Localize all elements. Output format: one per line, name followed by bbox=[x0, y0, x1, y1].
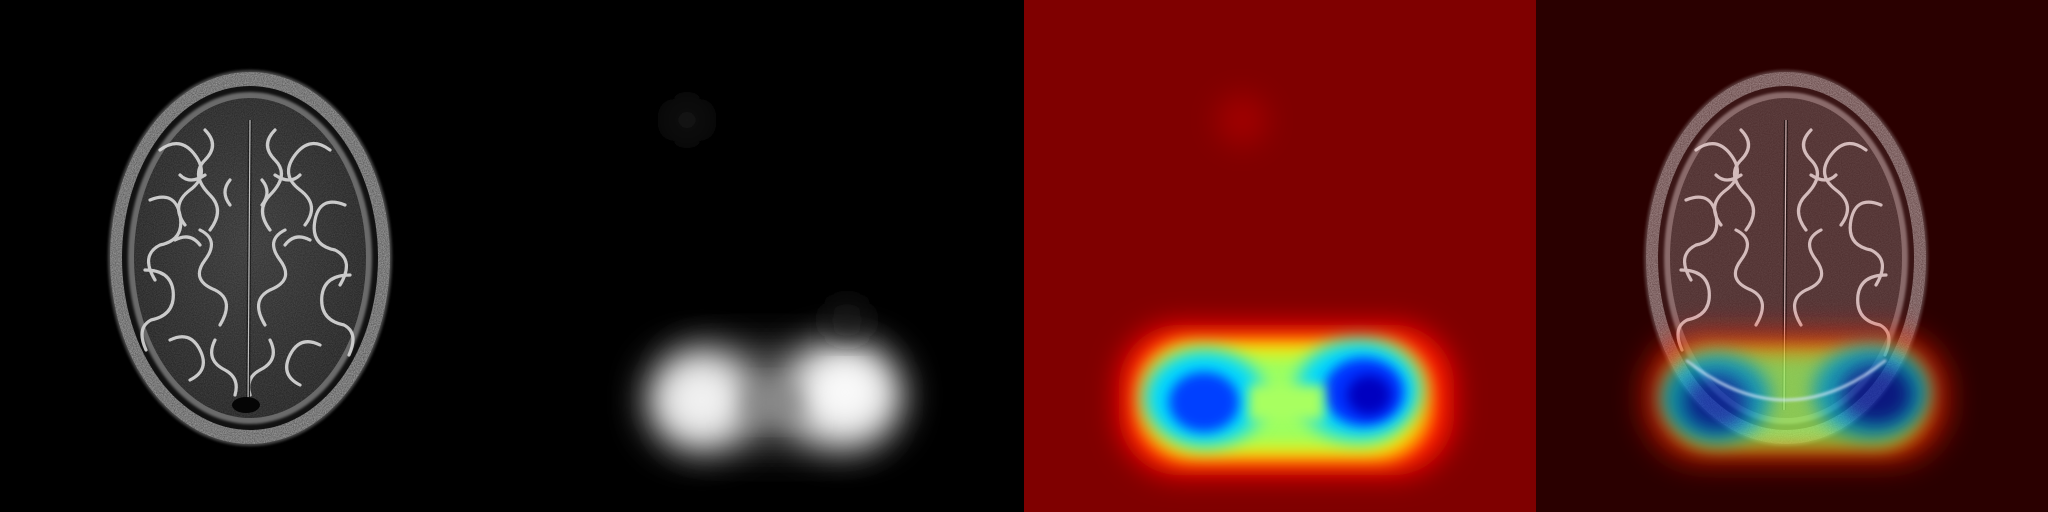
jet-heatmap-image bbox=[1024, 0, 1536, 512]
overlay-panel bbox=[1536, 0, 2048, 512]
jet-heatmap-panel bbox=[1024, 0, 1536, 512]
mri-slice-image bbox=[108, 70, 392, 446]
overlay-image bbox=[1536, 0, 2048, 512]
grayscale-activation-panel bbox=[512, 0, 1024, 512]
mri-slice-panel bbox=[0, 0, 512, 512]
grayscale-activation-image bbox=[647, 98, 902, 450]
